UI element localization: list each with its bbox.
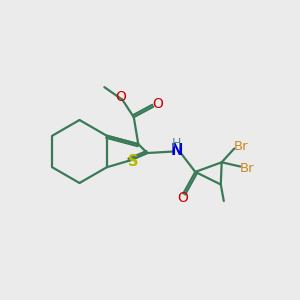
Text: O: O — [116, 90, 127, 104]
Text: S: S — [128, 154, 139, 169]
Text: H: H — [172, 136, 182, 150]
Text: Br: Br — [234, 140, 248, 153]
Text: Br: Br — [240, 162, 255, 175]
Text: N: N — [170, 143, 183, 158]
Text: O: O — [177, 191, 188, 205]
Text: O: O — [152, 97, 163, 111]
